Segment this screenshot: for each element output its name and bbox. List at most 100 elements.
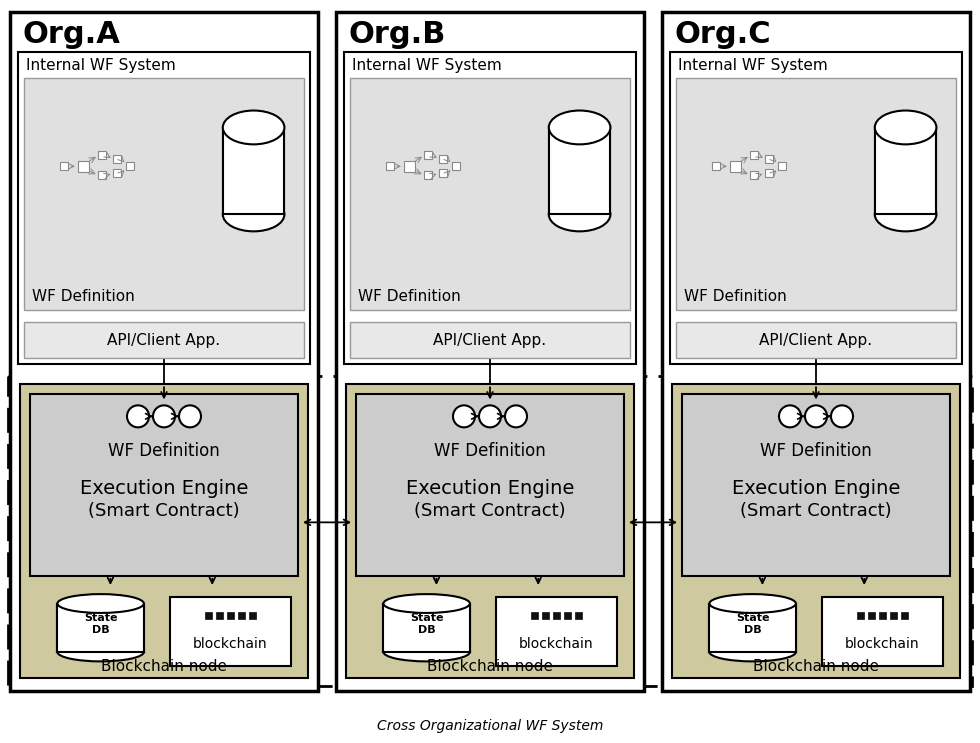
Bar — [765, 169, 773, 178]
Bar — [890, 612, 897, 620]
Ellipse shape — [58, 643, 144, 661]
Bar — [778, 162, 786, 170]
Bar — [386, 162, 394, 170]
Bar — [672, 384, 960, 678]
Text: API/Client App.: API/Client App. — [433, 333, 547, 348]
Ellipse shape — [222, 111, 284, 144]
Text: Blockchain node: Blockchain node — [101, 659, 227, 674]
Text: Org.B: Org.B — [348, 20, 445, 49]
Text: WF Definition: WF Definition — [358, 289, 461, 305]
Ellipse shape — [222, 198, 284, 231]
Bar — [336, 12, 644, 691]
Ellipse shape — [549, 198, 611, 231]
Bar — [346, 384, 634, 678]
Circle shape — [779, 406, 801, 427]
Text: blockchain: blockchain — [193, 637, 268, 651]
Bar — [439, 155, 448, 163]
Ellipse shape — [875, 198, 937, 231]
Bar — [24, 78, 304, 311]
Bar — [114, 169, 122, 178]
Bar — [350, 78, 630, 311]
Text: Execution Engine: Execution Engine — [406, 479, 574, 499]
Ellipse shape — [710, 594, 796, 613]
Text: Cross Organizational WF System: Cross Organizational WF System — [377, 719, 603, 733]
Circle shape — [179, 406, 201, 427]
Bar — [58, 603, 144, 652]
Bar — [574, 612, 582, 620]
Bar — [344, 52, 636, 364]
Bar — [98, 172, 107, 179]
Bar — [712, 162, 720, 170]
Circle shape — [453, 406, 475, 427]
Bar — [30, 395, 298, 576]
Bar — [496, 597, 616, 666]
Text: blockchain: blockchain — [519, 637, 594, 651]
Bar — [751, 152, 759, 159]
Bar — [549, 128, 611, 215]
Bar — [249, 612, 256, 620]
Text: WF Definition: WF Definition — [760, 442, 872, 461]
Bar — [126, 162, 134, 170]
Bar — [670, 52, 962, 364]
Text: Execution Engine: Execution Engine — [732, 479, 901, 499]
Bar — [18, 52, 310, 364]
Bar — [857, 612, 863, 620]
Bar — [439, 169, 448, 178]
Text: Blockchain node: Blockchain node — [753, 659, 879, 674]
Text: State
DB: State DB — [410, 613, 443, 635]
Bar — [238, 612, 245, 620]
Bar — [822, 597, 943, 666]
Bar — [10, 12, 318, 691]
Text: Org.A: Org.A — [22, 20, 120, 49]
Circle shape — [805, 406, 827, 427]
Bar — [424, 172, 432, 179]
Bar — [20, 384, 308, 678]
Bar — [222, 128, 284, 215]
Bar — [98, 152, 107, 159]
Bar — [424, 152, 432, 159]
Bar — [901, 612, 907, 620]
Ellipse shape — [383, 594, 469, 613]
Bar — [216, 612, 222, 620]
Bar — [383, 603, 469, 652]
Text: blockchain: blockchain — [845, 637, 919, 651]
Bar — [226, 612, 234, 620]
Bar — [453, 162, 461, 170]
Bar — [383, 603, 469, 652]
Bar — [682, 395, 950, 576]
Bar — [542, 612, 549, 620]
Text: WF Definition: WF Definition — [684, 289, 787, 305]
Bar — [676, 78, 956, 311]
Text: (Smart Contract): (Smart Contract) — [88, 502, 240, 520]
Ellipse shape — [549, 111, 611, 144]
Bar — [8, 377, 972, 686]
Bar — [170, 597, 291, 666]
Text: API/Client App.: API/Client App. — [108, 333, 220, 348]
Bar — [356, 395, 624, 576]
Bar — [765, 155, 773, 163]
Bar — [531, 612, 538, 620]
Bar — [205, 612, 212, 620]
Text: WF Definition: WF Definition — [32, 289, 134, 305]
Bar — [867, 612, 875, 620]
Bar — [662, 12, 970, 691]
Text: WF Definition: WF Definition — [108, 442, 220, 461]
Text: State
DB: State DB — [84, 613, 118, 635]
Bar — [710, 603, 796, 652]
Bar — [24, 322, 304, 358]
Circle shape — [505, 406, 527, 427]
Bar — [564, 612, 570, 620]
Bar — [875, 128, 937, 215]
Text: (Smart Contract): (Smart Contract) — [415, 502, 565, 520]
Bar — [676, 322, 956, 358]
Bar — [549, 128, 611, 215]
Text: Internal WF System: Internal WF System — [678, 58, 828, 73]
Circle shape — [831, 406, 853, 427]
Bar — [879, 612, 886, 620]
Circle shape — [479, 406, 501, 427]
Bar — [61, 162, 69, 170]
Text: WF Definition: WF Definition — [434, 442, 546, 461]
Circle shape — [153, 406, 175, 427]
Bar — [222, 128, 284, 215]
Bar — [553, 612, 560, 620]
